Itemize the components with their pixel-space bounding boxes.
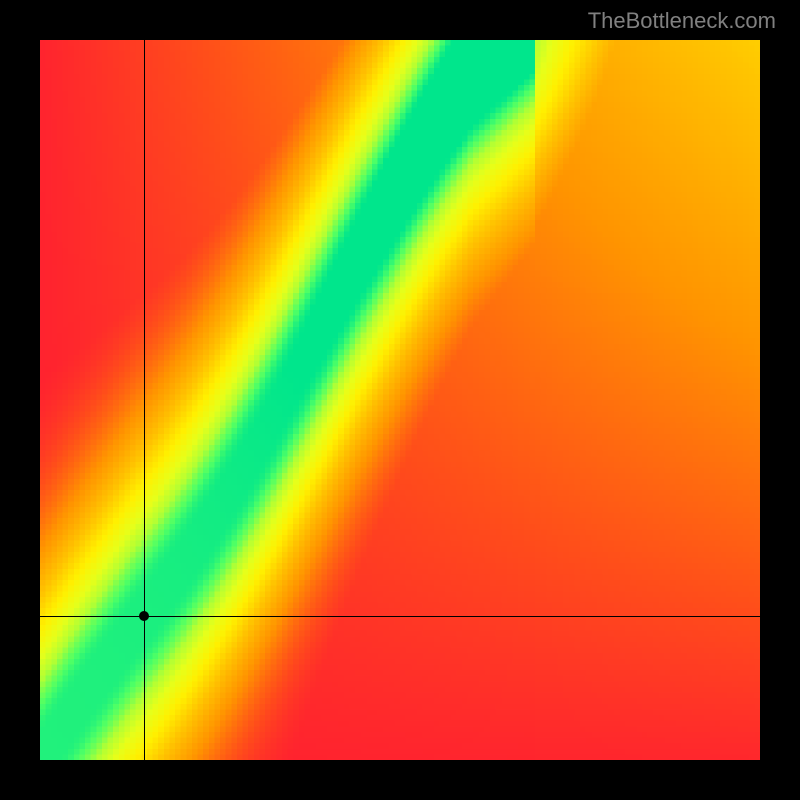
plot-area — [40, 40, 760, 760]
crosshair-marker — [139, 611, 149, 621]
crosshair-vertical — [144, 40, 145, 760]
heatmap-canvas — [40, 40, 760, 760]
watermark-text: TheBottleneck.com — [588, 8, 776, 34]
